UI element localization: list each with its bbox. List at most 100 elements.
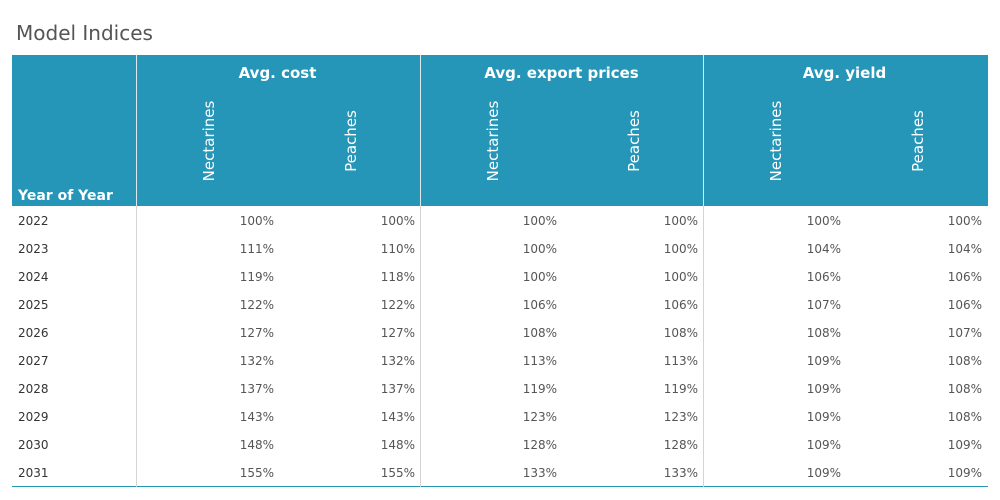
year-cell: 2026: [18, 326, 49, 340]
value-cell: 108%: [806, 326, 841, 340]
table-row: 2025 122% 122% 106% 106% 107% 106%: [12, 291, 988, 319]
column-separator: [136, 206, 137, 487]
year-cell: 2025: [18, 298, 49, 312]
value-cell: 132%: [239, 354, 274, 368]
model-indices-table: Year of Year Avg. cost Nectarines Peaches A…: [12, 55, 988, 487]
column-label: Peaches: [625, 110, 643, 172]
value-cell: 118%: [380, 270, 415, 284]
table-row: 2026 127% 127% 108% 108% 108% 107%: [12, 319, 988, 347]
value-cell: 106%: [947, 298, 982, 312]
column-label: Nectarines: [484, 100, 502, 182]
value-cell: 100%: [239, 214, 274, 228]
group-label: Avg. cost: [238, 64, 317, 82]
table-row: 2027 132% 132% 113% 113% 109% 108%: [12, 347, 988, 375]
column-label: Nectarines: [767, 100, 785, 182]
value-cell: 109%: [806, 382, 841, 396]
value-cell: 109%: [806, 354, 841, 368]
value-cell: 111%: [239, 242, 274, 256]
value-cell: 108%: [947, 382, 982, 396]
value-cell: 109%: [947, 466, 982, 480]
table-row: 2022 100% 100% 100% 100% 100% 100%: [12, 207, 988, 235]
value-cell: 100%: [522, 270, 557, 284]
value-cell: 108%: [947, 410, 982, 424]
header-separator: [420, 55, 421, 206]
value-cell: 133%: [663, 466, 698, 480]
value-cell: 109%: [806, 410, 841, 424]
value-cell: 143%: [239, 410, 274, 424]
value-cell: 100%: [522, 214, 557, 228]
year-cell: 2030: [18, 438, 49, 452]
value-cell: 137%: [239, 382, 274, 396]
value-cell: 133%: [522, 466, 557, 480]
value-cell: 109%: [806, 466, 841, 480]
column-label: Peaches: [909, 110, 927, 172]
value-cell: 123%: [663, 410, 698, 424]
group-label: Avg. export prices: [484, 64, 639, 82]
value-cell: 107%: [806, 298, 841, 312]
value-cell: 104%: [806, 242, 841, 256]
year-cell: 2031: [18, 466, 49, 480]
value-cell: 100%: [806, 214, 841, 228]
column-label: Peaches: [342, 110, 360, 172]
value-cell: 100%: [947, 214, 982, 228]
value-cell: 123%: [522, 410, 557, 424]
year-cell: 2024: [18, 270, 49, 284]
value-cell: 106%: [522, 298, 557, 312]
value-cell: 104%: [947, 242, 982, 256]
table-row: 2029 143% 143% 123% 123% 109% 108%: [12, 403, 988, 431]
chart-title: Model Indices: [16, 21, 153, 45]
table-bottom-border: [12, 486, 988, 487]
year-cell: 2027: [18, 354, 49, 368]
value-cell: 110%: [380, 242, 415, 256]
value-cell: 106%: [806, 270, 841, 284]
year-cell: 2028: [18, 382, 49, 396]
value-cell: 127%: [239, 326, 274, 340]
value-cell: 143%: [380, 410, 415, 424]
value-cell: 100%: [522, 242, 557, 256]
header-separator: [136, 55, 137, 206]
value-cell: 148%: [380, 438, 415, 452]
value-cell: 109%: [806, 438, 841, 452]
table-row: 2024 119% 118% 100% 100% 106% 106%: [12, 263, 988, 291]
value-cell: 107%: [947, 326, 982, 340]
value-cell: 119%: [239, 270, 274, 284]
value-cell: 137%: [380, 382, 415, 396]
value-cell: 100%: [663, 270, 698, 284]
table-row: 2030 148% 148% 128% 128% 109% 109%: [12, 431, 988, 459]
value-cell: 119%: [663, 382, 698, 396]
column-label: Nectarines: [200, 100, 218, 182]
value-cell: 155%: [380, 466, 415, 480]
table-header: Year of Year Avg. cost Nectarines Peaches A…: [12, 55, 988, 206]
value-cell: 122%: [380, 298, 415, 312]
value-cell: 127%: [380, 326, 415, 340]
year-cell: 2023: [18, 242, 49, 256]
value-cell: 119%: [522, 382, 557, 396]
value-cell: 132%: [380, 354, 415, 368]
table-row: 2031 155% 155% 133% 133% 109% 109%: [12, 459, 988, 487]
value-cell: 109%: [947, 438, 982, 452]
value-cell: 113%: [663, 354, 698, 368]
value-cell: 100%: [663, 242, 698, 256]
table-row: 2023 111% 110% 100% 100% 104% 104%: [12, 235, 988, 263]
value-cell: 100%: [663, 214, 698, 228]
value-cell: 108%: [947, 354, 982, 368]
column-separator: [703, 206, 704, 487]
table-row: 2028 137% 137% 119% 119% 109% 108%: [12, 375, 988, 403]
row-header-label: Year of Year: [18, 188, 113, 204]
value-cell: 128%: [522, 438, 557, 452]
value-cell: 100%: [380, 214, 415, 228]
value-cell: 155%: [239, 466, 274, 480]
column-separator: [420, 206, 421, 487]
value-cell: 122%: [239, 298, 274, 312]
value-cell: 106%: [947, 270, 982, 284]
value-cell: 113%: [522, 354, 557, 368]
value-cell: 148%: [239, 438, 274, 452]
value-cell: 108%: [663, 326, 698, 340]
value-cell: 108%: [522, 326, 557, 340]
value-cell: 106%: [663, 298, 698, 312]
group-label: Avg. yield: [802, 64, 887, 82]
year-cell: 2022: [18, 214, 49, 228]
year-cell: 2029: [18, 410, 49, 424]
header-separator: [703, 55, 704, 206]
